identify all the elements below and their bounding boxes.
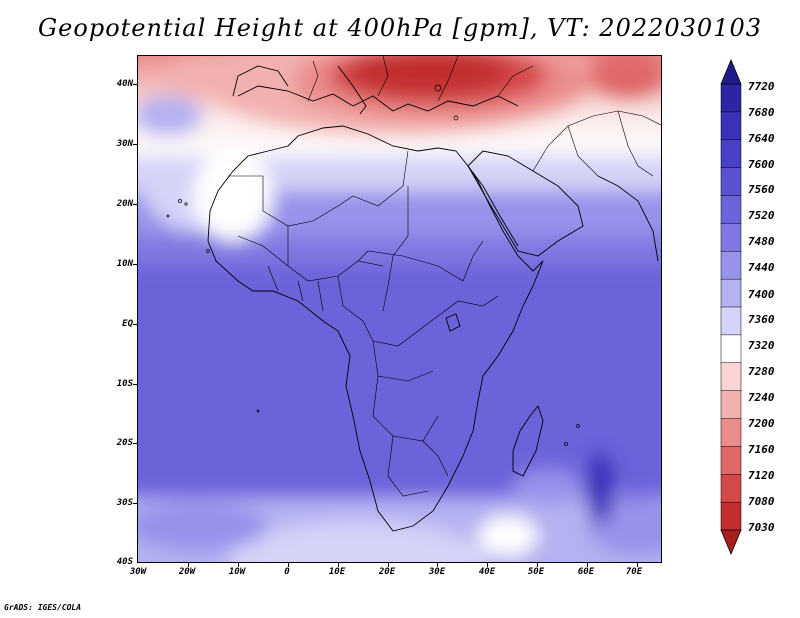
lat-tick [133, 204, 137, 205]
lon-label-20e: 20E [378, 567, 396, 577]
colorbar-swatch [720, 501, 742, 531]
lon-tick [537, 563, 538, 567]
lon-label-0: 0 [284, 567, 290, 577]
colorbar-swatch [720, 195, 742, 225]
lat-tick [133, 384, 137, 385]
colorbar-swatch [720, 223, 742, 253]
colorbar-label-7030: 7030 [748, 521, 775, 534]
lat-label-20s: 20S [116, 438, 133, 448]
colorbar-label-7320: 7320 [748, 339, 775, 352]
colorbar-swatch [720, 111, 742, 141]
lon-label-30e: 30E [428, 567, 446, 577]
colorbar-label-7200: 7200 [748, 417, 775, 430]
colorbar-swatches [720, 83, 742, 531]
lat-label-30s: 30S [116, 498, 133, 508]
lat-label-40n: 40N [116, 79, 133, 89]
colorbar-label-7360: 7360 [748, 313, 775, 326]
coastlines [207, 65, 659, 532]
lat-tick [133, 443, 137, 444]
lon-label-70e: 70E [625, 567, 643, 577]
map-title: Geopotential Height at 400hPa [gpm], VT:… [38, 14, 762, 42]
colorbar-label-7280: 7280 [748, 365, 775, 378]
lon-tick [587, 563, 588, 567]
colorbar-label-7080: 7080 [748, 495, 775, 508]
lat-tick [133, 84, 137, 85]
lat-tick [133, 144, 137, 145]
lat-label-40s: 40S [116, 557, 133, 567]
colorbar-label-7600: 7600 [748, 158, 775, 171]
lon-tick [238, 563, 239, 567]
lon-label-60e: 60E [577, 567, 595, 577]
lon-tick [487, 563, 488, 567]
colorbar-swatch [720, 474, 742, 503]
lat-label-30n: 30N [116, 139, 133, 149]
colorbar-label-7160: 7160 [748, 443, 775, 456]
lat-tick [133, 503, 137, 504]
map-panel [137, 55, 662, 563]
colorbar-swatch [720, 139, 742, 169]
colorbar-label-7520: 7520 [748, 209, 775, 222]
colorbar-swatch [720, 334, 742, 364]
colorbar-label-7640: 7640 [748, 132, 775, 145]
colorbar-label-7480: 7480 [748, 235, 775, 248]
colorbar-swatch [720, 362, 742, 392]
country-borders [228, 56, 661, 497]
lat-label-10s: 10S [116, 379, 133, 389]
colorbar-top-arrow [720, 58, 742, 85]
lon-tick [188, 563, 189, 567]
lat-label-10n: 10N [116, 259, 133, 269]
colorbar-label-7240: 7240 [748, 391, 775, 404]
colorbar-swatch [720, 251, 742, 280]
lon-label-30w: 30W [129, 567, 147, 577]
colorbar-swatch [720, 306, 742, 336]
colorbar-label-7440: 7440 [748, 261, 775, 274]
lon-tick [338, 563, 339, 567]
colorbar-swatch [720, 167, 742, 197]
lon-label-40e: 40E [478, 567, 496, 577]
colorbar [720, 58, 742, 556]
islands [166, 84, 580, 446]
lon-tick [388, 563, 389, 567]
colorbar-label-7560: 7560 [748, 183, 775, 196]
colorbar-label-7120: 7120 [748, 469, 775, 482]
colorbar-swatch [720, 83, 742, 113]
lon-tick [437, 563, 438, 567]
colorbar-swatch [720, 446, 742, 476]
lon-tick [288, 563, 289, 567]
height-field-map [138, 56, 661, 562]
colorbar-label-7720: 7720 [748, 80, 775, 93]
credit-text: GrADS: IGES/COLA [4, 603, 82, 612]
lon-tick [637, 563, 638, 567]
colorbar-swatch [720, 418, 742, 448]
colorbar-bottom-arrow [720, 529, 742, 556]
smoothed-contours [138, 56, 661, 562]
colorbar-label-7680: 7680 [748, 106, 775, 119]
lat-tick [133, 324, 137, 325]
lat-label-20n: 20N [116, 199, 133, 209]
lat-label-eq: EQ [122, 319, 133, 329]
lon-label-50e: 50E [527, 567, 545, 577]
colorbar-label-7400: 7400 [748, 288, 775, 301]
lat-tick [133, 264, 137, 265]
lon-label-10w: 10W [228, 567, 246, 577]
lon-label-20w: 20W [178, 567, 196, 577]
colorbar-swatch [720, 278, 742, 308]
lon-label-10e: 10E [328, 567, 346, 577]
colorbar-swatch [720, 390, 742, 420]
